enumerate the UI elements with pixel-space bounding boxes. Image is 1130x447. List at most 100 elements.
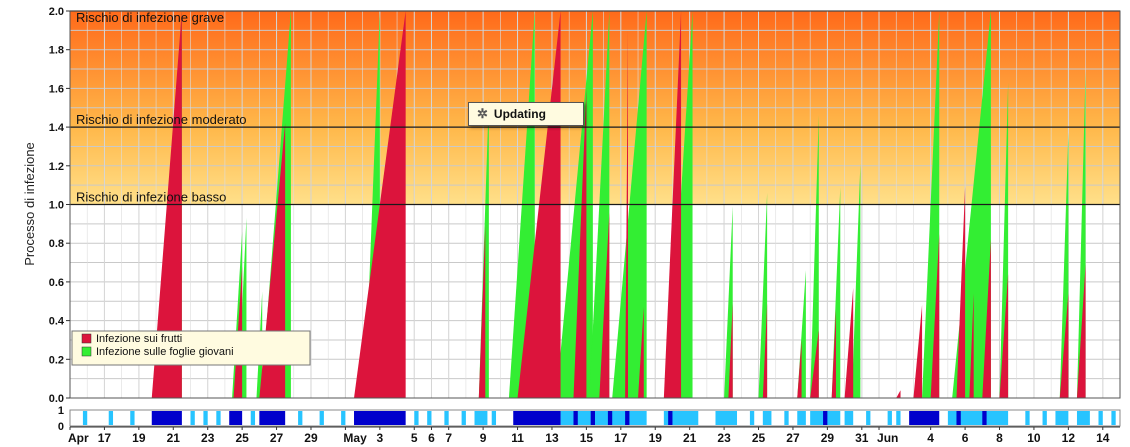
wetness-interval xyxy=(1076,411,1090,425)
legend-label: Infezione sui frutti xyxy=(96,333,182,345)
wetness-interval xyxy=(82,411,88,425)
wetness-interval xyxy=(866,411,871,425)
wetness-interval xyxy=(130,411,135,425)
x-tick-label: 14 xyxy=(1096,431,1110,445)
infection-event xyxy=(999,274,1009,398)
infection-event xyxy=(758,192,768,398)
legend-label: Infezione sulle foglie giovani xyxy=(96,346,234,358)
x-tick-label: 12 xyxy=(1062,431,1076,445)
infection-event xyxy=(663,11,682,398)
y-tick-label: 1.6 xyxy=(49,83,64,95)
wetness-interval xyxy=(887,411,892,425)
wetness-interval xyxy=(341,411,346,425)
y-tick-label: 0.6 xyxy=(49,277,64,289)
wetness-interval xyxy=(151,411,182,425)
x-tick-label: 15 xyxy=(580,431,594,445)
x-tick-label: 31 xyxy=(855,431,869,445)
x-tick-label: 3 xyxy=(376,431,383,445)
x-tick-label: 6 xyxy=(428,431,435,445)
infection-event xyxy=(831,187,841,398)
y-tick-label: 0.2 xyxy=(49,354,64,366)
wetness-interval xyxy=(749,411,755,425)
infection-event xyxy=(589,11,610,398)
infection-event xyxy=(478,225,486,398)
infection-event xyxy=(1059,293,1069,398)
updating-label: Updating xyxy=(493,107,546,121)
y-axis-label: Processo di infezione xyxy=(22,142,37,266)
risk-band-label: Rischio di infezione grave xyxy=(76,10,224,25)
wetness-interval xyxy=(298,411,303,425)
infection-event xyxy=(724,206,733,398)
wetness-interval xyxy=(982,411,987,425)
wetness-interval xyxy=(784,411,789,425)
wetness-interval xyxy=(797,411,806,425)
x-tick-label: 23 xyxy=(717,431,731,445)
x-tick-label: 6 xyxy=(962,431,969,445)
x-tick-label: 27 xyxy=(270,431,284,445)
legend-swatch xyxy=(81,346,92,357)
x-tick-label: 8 xyxy=(996,431,1003,445)
risk-band-label: Rischio di infezione basso xyxy=(76,190,226,205)
y-tick-label: 1.0 xyxy=(49,200,64,212)
wetness-interval xyxy=(1025,411,1030,425)
wetness-interval xyxy=(190,411,195,425)
y-tick-label: 0.4 xyxy=(49,316,65,328)
x-tick-label: 9 xyxy=(480,431,487,445)
series-fruits xyxy=(151,11,1086,398)
risk-band-labels: Rischio di infezione grave Rischio di inf… xyxy=(76,10,247,205)
wetness-interval xyxy=(625,411,630,425)
infection-event xyxy=(728,303,733,398)
infection-event xyxy=(573,88,587,398)
wetness-interval xyxy=(250,411,256,425)
infection-event xyxy=(625,30,628,398)
x-axis: Apr 17 19 21 23 25 27 29 May 3 5 6 7 9 11 13 15 17 19 21 23 2… xyxy=(68,426,1120,445)
wetness-interval xyxy=(909,411,940,425)
x-tick-label: 5 xyxy=(411,431,418,445)
infection-event xyxy=(982,239,991,398)
wetness-interval xyxy=(715,411,738,425)
infection-event xyxy=(762,303,768,398)
x-tick-label: 23 xyxy=(201,431,215,445)
infection-event xyxy=(478,98,489,398)
wetness-interval xyxy=(762,411,772,425)
wetness-interval xyxy=(607,411,613,425)
x-tick-label: Jun xyxy=(877,431,898,445)
y-tick-label: 1.2 xyxy=(49,161,64,173)
wetness-interval xyxy=(427,411,432,425)
infection-event xyxy=(638,307,644,398)
legend-swatch xyxy=(81,333,92,344)
x-tick-label: 29 xyxy=(821,431,835,445)
x-tick-label: 19 xyxy=(649,431,663,445)
x-tick-label: 27 xyxy=(786,431,800,445)
wetness-interval xyxy=(1055,411,1069,425)
wetness-strip: 01 xyxy=(58,405,1121,433)
infection-event xyxy=(259,123,286,398)
wetness-interval xyxy=(668,411,673,425)
x-tick-label: 7 xyxy=(445,431,452,445)
y-tick-label: 0.0 xyxy=(49,393,64,405)
x-tick-label: 11 xyxy=(511,431,524,445)
wetness-interval xyxy=(491,411,497,425)
x-tick-label: 25 xyxy=(752,431,766,445)
strip-tick-label: 1 xyxy=(58,405,64,417)
x-tick-label: 4 xyxy=(927,431,934,445)
x-tick-label: May xyxy=(343,431,367,445)
wetness-interval xyxy=(474,411,488,425)
updating-indicator: ✲ Updating xyxy=(468,102,584,126)
wetness-interval xyxy=(896,411,901,425)
wetness-interval xyxy=(461,411,466,425)
wetness-interval xyxy=(229,411,243,425)
wetness-interval xyxy=(203,411,208,425)
wetness-interval xyxy=(354,411,406,425)
infection-event xyxy=(797,270,806,398)
x-tick-label: 10 xyxy=(1027,431,1041,445)
wetness-interval xyxy=(1098,411,1103,425)
infection-event xyxy=(1076,264,1086,398)
wetness-interval xyxy=(259,411,286,425)
wetness-interval xyxy=(590,411,595,425)
strip-tick-label: 0 xyxy=(58,421,64,433)
y-tick-label: 0.8 xyxy=(49,238,64,250)
spinner-icon: ✲ xyxy=(477,106,488,121)
